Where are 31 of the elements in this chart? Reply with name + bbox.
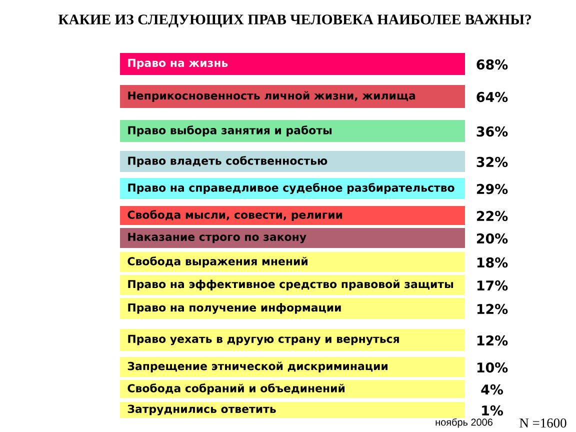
category-label: Свобода мысли, совести, религии (128, 210, 342, 221)
data-label: 4% (481, 384, 503, 395)
data-label: 18% (477, 257, 508, 268)
data-label: 17% (477, 280, 508, 291)
data-label: 22% (476, 210, 508, 222)
data-label: 29% (476, 184, 508, 194)
category-label: Право на справедливое судебное разбирательство (128, 182, 454, 194)
data-label: 12% (477, 304, 508, 314)
category-label: Затруднились ответить (128, 404, 276, 416)
data-label: 1% (482, 405, 503, 416)
text: ноябрь 2006 (436, 418, 492, 428)
category-label: Право на эффективное средство правовой защиты (128, 280, 454, 290)
category-label: Право выбора занятия и работы (128, 126, 332, 136)
text: КАКИЕ ИЗ СЛЕДУЮЩИХ ПРАВ ЧЕЛОВЕКА НАИБОЛЕЕ ВАЖНЫ? (58, 14, 532, 28)
category-label: Свобода выражения мнений (128, 256, 308, 268)
category-label: Свобода собраний и объединений (128, 384, 345, 394)
data-label: 20% (476, 233, 508, 244)
data-label: 12% (477, 335, 508, 346)
category-label: Неприкосновенность личной жизни, жилища (128, 91, 416, 102)
category-label: Право на жизнь (128, 58, 228, 70)
data-label: 10% (477, 362, 508, 373)
category-label: Право владеть собственностью (128, 156, 328, 167)
data-label: 68% (476, 59, 508, 70)
category-label: Право на получение информации (128, 303, 341, 314)
text: N =1600 (520, 418, 566, 428)
category-label: Право уехать в другую страну и вернуться (128, 334, 399, 346)
data-label: 64% (476, 92, 508, 102)
category-label: Запрещение этнической дискриминации (128, 362, 388, 372)
category-label: Наказание строго по закону (128, 232, 306, 244)
data-label: 36% (476, 126, 508, 137)
data-label: 32% (476, 156, 508, 168)
